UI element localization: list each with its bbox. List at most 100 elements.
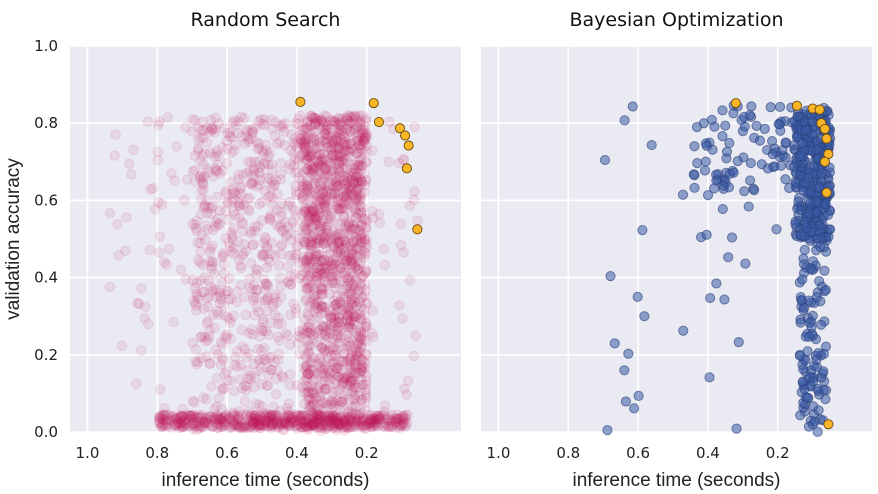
scatter-point bbox=[372, 412, 384, 424]
scatter-point bbox=[319, 200, 331, 212]
scatter-point bbox=[210, 148, 222, 160]
scatter-point bbox=[351, 416, 363, 428]
scatter-point bbox=[336, 412, 347, 423]
scatter-point bbox=[220, 185, 231, 197]
scatter-point bbox=[220, 206, 231, 217]
scatter-point bbox=[267, 192, 279, 204]
scatter-point bbox=[351, 232, 362, 243]
scatter-point bbox=[213, 118, 224, 129]
scatter-point bbox=[301, 115, 313, 127]
scatter-point bbox=[336, 316, 347, 328]
scatter-point bbox=[282, 276, 294, 288]
scatter-point bbox=[361, 238, 372, 250]
scatter-point bbox=[704, 372, 715, 383]
y-axis-label: validation accuracy bbox=[3, 158, 24, 320]
scatter-point bbox=[318, 171, 330, 183]
scatter-point bbox=[267, 410, 279, 421]
scatter-point bbox=[326, 235, 337, 247]
scatter-point bbox=[244, 205, 255, 216]
scatter-point bbox=[292, 423, 303, 435]
scatter-point bbox=[343, 420, 355, 432]
scatter-point bbox=[325, 158, 336, 170]
scatter-point bbox=[329, 231, 341, 242]
scatter-point bbox=[178, 421, 190, 433]
scatter-point bbox=[733, 337, 744, 348]
scatter-point bbox=[327, 414, 338, 426]
scatter-point bbox=[824, 224, 836, 235]
scatter-point bbox=[358, 420, 370, 432]
scatter-point bbox=[334, 419, 346, 430]
scatter-point bbox=[319, 254, 331, 266]
scatter-point bbox=[238, 248, 249, 260]
scatter-point bbox=[325, 413, 337, 424]
scatter-point bbox=[338, 130, 349, 142]
scatter-point bbox=[209, 413, 221, 424]
scatter-point bbox=[198, 303, 210, 315]
scatter-point bbox=[329, 115, 340, 127]
scatter-point bbox=[225, 421, 236, 432]
scatter-point bbox=[337, 267, 349, 279]
scatter-point bbox=[350, 171, 362, 183]
scatter-point bbox=[338, 402, 349, 413]
scatter-point bbox=[328, 227, 339, 238]
scatter-point bbox=[222, 127, 233, 139]
scatter-point bbox=[177, 403, 188, 415]
scatter-point bbox=[192, 145, 204, 157]
scatter-point bbox=[308, 419, 320, 431]
scatter-point bbox=[189, 164, 201, 176]
scatter-point bbox=[340, 255, 352, 267]
scatter-point bbox=[303, 346, 315, 357]
scatter-point bbox=[212, 413, 224, 425]
scatter-point bbox=[357, 394, 368, 405]
x-axis-label-bayesian-optimization: inference time (seconds) bbox=[572, 470, 780, 491]
scatter-point bbox=[803, 331, 815, 342]
scatter-point bbox=[336, 373, 348, 385]
scatter-point bbox=[254, 167, 266, 179]
scatter-point bbox=[335, 262, 346, 274]
scatter-point bbox=[248, 163, 260, 175]
scatter-point bbox=[190, 344, 202, 355]
scatter-point bbox=[724, 168, 735, 180]
scatter-point bbox=[300, 124, 312, 136]
scatter-point bbox=[257, 401, 268, 412]
scatter-point bbox=[337, 422, 349, 434]
scatter-point bbox=[228, 194, 239, 205]
scatter-point bbox=[159, 409, 171, 421]
scatter-point bbox=[334, 151, 346, 162]
scatter-point bbox=[349, 355, 360, 366]
scatter-point bbox=[206, 256, 218, 267]
scatter-point bbox=[279, 140, 290, 151]
scatter-point bbox=[346, 421, 357, 433]
scatter-point bbox=[335, 262, 347, 274]
scatter-point bbox=[330, 131, 341, 143]
scatter-point bbox=[359, 167, 370, 179]
scatter-point bbox=[208, 403, 220, 415]
scatter-point bbox=[310, 237, 322, 249]
scatter-point bbox=[302, 233, 314, 245]
scatter-point bbox=[283, 163, 295, 175]
scatter-point bbox=[269, 130, 281, 142]
scatter-point bbox=[321, 414, 333, 425]
scatter-point bbox=[361, 375, 372, 387]
scatter-point bbox=[332, 363, 343, 374]
scatter-point bbox=[180, 122, 191, 133]
scatter-point bbox=[330, 256, 341, 268]
scatter-point bbox=[278, 225, 290, 237]
scatter-point bbox=[229, 242, 240, 254]
scatter-point bbox=[345, 316, 357, 327]
scatter-point bbox=[284, 379, 296, 391]
scatter-point bbox=[795, 317, 806, 328]
scatter-point bbox=[360, 347, 372, 359]
scatter-point bbox=[216, 384, 228, 395]
scatter-point bbox=[225, 227, 237, 239]
scatter-point bbox=[219, 411, 230, 423]
scatter-point bbox=[792, 111, 803, 122]
scatter-point bbox=[357, 421, 369, 433]
scatter-point bbox=[355, 237, 367, 249]
scatter-point bbox=[166, 422, 178, 433]
scatter-point bbox=[206, 260, 218, 272]
scatter-point bbox=[795, 410, 806, 421]
scatter-point bbox=[345, 117, 356, 128]
scatter-point bbox=[726, 232, 738, 243]
scatter-point bbox=[282, 420, 294, 431]
